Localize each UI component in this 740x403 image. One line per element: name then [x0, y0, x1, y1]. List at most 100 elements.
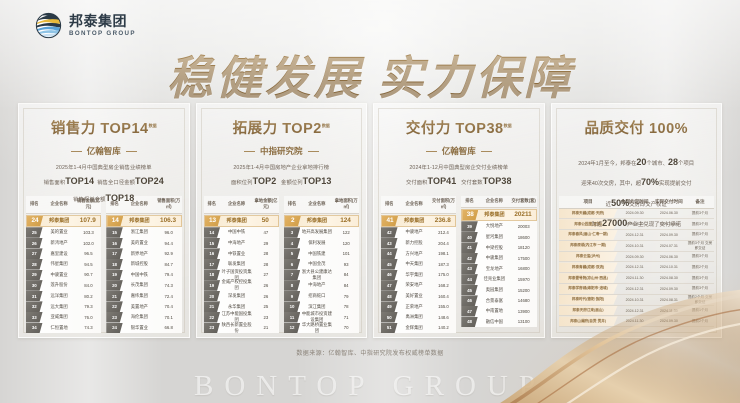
row-company: 远大集团 — [50, 303, 68, 309]
row-company: 中铁置业 — [228, 250, 246, 256]
row-remark: 提前2个月 — [691, 264, 709, 269]
row-rank: 22 — [203, 311, 221, 323]
row-value: 25 — [263, 304, 269, 310]
table-row: 34 仁恒置地 74.3 — [26, 322, 102, 334]
row-rank: 28 — [26, 258, 43, 270]
card-source-label: 亿翰智库 — [441, 146, 476, 156]
table-row: 39 大悦地产 20003 — [461, 221, 537, 232]
card-title-sup: 数据 — [503, 123, 512, 129]
table-row: 22 江苏中能国投集团 23 — [203, 311, 279, 323]
row-value: 160.4 — [438, 293, 449, 299]
row-company: 荣安地产 — [405, 282, 423, 288]
dash-left-icon — [243, 150, 255, 152]
row-rank: 14 — [107, 215, 124, 227]
card-tables: 排名 企业名称 拿地金额(亿元) 13 邦泰集团 50 14 中国中铁 47 15 中海地产 2… — [203, 196, 359, 334]
th-value: 销售面积(万㎡) — [157, 198, 181, 209]
table-row: 12 华大路桥置业集团 70 — [283, 321, 359, 334]
card-source: 亿翰智库 — [383, 145, 535, 157]
row-value: 23 — [263, 314, 269, 320]
table-body: 13 邦泰集团 50 14 中国中铁 47 15 中海地产 29 16 中铁置业 28 17 联发集团 28… — [203, 214, 279, 334]
row-rank: 40 — [461, 231, 478, 243]
row-rank: 44 — [461, 274, 478, 285]
c4-desc-2: 近50%交房即交产权证 — [605, 197, 667, 208]
table-row: 45 中天集团 187.3 — [381, 258, 457, 270]
row-contract-date: 2024.12.31 — [625, 265, 644, 270]
row-company: 中梁控股 — [485, 244, 503, 250]
table-row: 20 深发集团 26 — [203, 290, 279, 302]
row-value: 107.9 — [79, 217, 96, 225]
row-company: 永华集团 — [228, 303, 246, 309]
row-remark: 提前3个月 — [691, 275, 709, 280]
row-rank: 42 — [461, 252, 478, 264]
row-value: 13900 — [517, 308, 530, 314]
row-company: 新界地产 — [130, 250, 148, 256]
table-right: 排名 企业名称 销售面积(万㎡) 14 邦泰集团 106.3 15 浙江集团 96.0 16… — [106, 196, 182, 334]
row-project: 邦泰天府江来(眉山) — [558, 305, 618, 316]
row-value: 236.8 — [434, 217, 451, 225]
bontop-logo-icon — [35, 12, 62, 39]
row-rank: 23 — [203, 322, 221, 334]
row-value: 74.3 — [84, 325, 93, 331]
table-row: 3 地开高发展集团 122 — [283, 227, 359, 238]
row-actual-date: 2024.10.31 — [659, 265, 678, 270]
row-value: 66.8 — [164, 325, 173, 331]
table-row: 19 金威产权控投集团 26 — [203, 279, 279, 291]
row-rank: 41 — [382, 215, 399, 227]
table-row: 9 招商蛇口 79 — [283, 290, 359, 302]
row-company: 大悦地产 — [485, 223, 503, 229]
row-company: 方兴地产 — [405, 250, 423, 256]
row-rank: 11 — [283, 311, 301, 323]
row-rank: 3 — [283, 227, 301, 238]
row-value: 79.4 — [164, 272, 173, 278]
row-company: 中骏置业 — [50, 271, 68, 277]
row-project: 邦泰公园里(宜宾) — [558, 219, 618, 230]
row-company: 正荣地产 — [405, 303, 423, 309]
page-title: 稳健发展 实力保障 — [0, 42, 740, 108]
row-value: 92.9 — [164, 251, 173, 257]
row-remark: 提前3个月 交房即交证 — [687, 240, 713, 250]
row-rank: 26 — [26, 237, 43, 249]
row-value: 168.2 — [438, 282, 449, 288]
table-row: 44 方兴地产 198.1 — [381, 248, 457, 259]
row-project: 邦泰天樾(成都·天府) — [558, 208, 618, 219]
table-row: 2 邦泰集团 124 — [283, 214, 359, 228]
table-row: 24 邦泰集团 107.9 — [26, 214, 102, 228]
row-value: 80.2 — [84, 293, 93, 299]
row-rank: 38 — [462, 209, 479, 221]
row-value: 79 — [343, 293, 349, 299]
table-right: 排名 企业名称 拿地面积(万㎡) 2 邦泰集团 124 3 地开高发展集团 122 4 保利发… — [283, 196, 359, 334]
row-rank: 20 — [106, 280, 123, 291]
row-company: 远洋集团 — [50, 293, 68, 299]
table-row: 42 中骏地产 212.4 — [381, 227, 457, 238]
row-contract-date: 2024.09.30 — [625, 254, 644, 259]
row-actual-date: 2024.06.30 — [659, 211, 678, 216]
dash-left-icon — [70, 150, 82, 152]
row-rank: 12 — [283, 322, 301, 334]
row-rank: 30 — [26, 280, 43, 291]
th-company: 企业名称 — [130, 201, 148, 206]
row-company: 佳兆业集团 — [483, 276, 506, 282]
row-rank: 18 — [106, 258, 123, 270]
row-rank: 5 — [283, 248, 301, 259]
table-row: 46 华宇集团 175.0 — [381, 269, 457, 281]
row-project: 邦泰学府城(绵阳市·涪城) — [558, 284, 618, 294]
row-actual-date: 2024.08.31 — [659, 297, 678, 302]
row-company: 禹洲集团 — [405, 314, 423, 320]
row-contract-date: 2024.12.31 — [625, 308, 644, 313]
table-row: 43 宝龙地产 16800 — [461, 263, 537, 275]
table-row: 30 莲升股份 84.0 — [26, 280, 102, 291]
row-value: 93 — [343, 261, 349, 267]
row-company: 保利发展 — [308, 240, 326, 246]
row-company: 深发集团 — [228, 293, 246, 299]
row-value: 71 — [343, 314, 349, 320]
brand-logo-text: 邦泰集团 BONTOP GROUP — [69, 14, 136, 37]
table-row: 47 中南置地 13900 — [461, 305, 537, 317]
table-row: 41 邦泰集团 236.8 — [381, 214, 457, 228]
card-desc-rich-1: 销售权益金额TOP18 — [73, 193, 135, 204]
row-company: 嘉里建设 — [50, 250, 68, 256]
row-company: 华大路桥置业集团 — [301, 321, 332, 333]
row-rank: 33 — [26, 311, 43, 323]
card-desc-spacer — [206, 190, 358, 200]
table-row: 49 正荣地产 155.0 — [381, 301, 457, 312]
table-row: 45 奥园集团 15200 — [461, 284, 537, 296]
